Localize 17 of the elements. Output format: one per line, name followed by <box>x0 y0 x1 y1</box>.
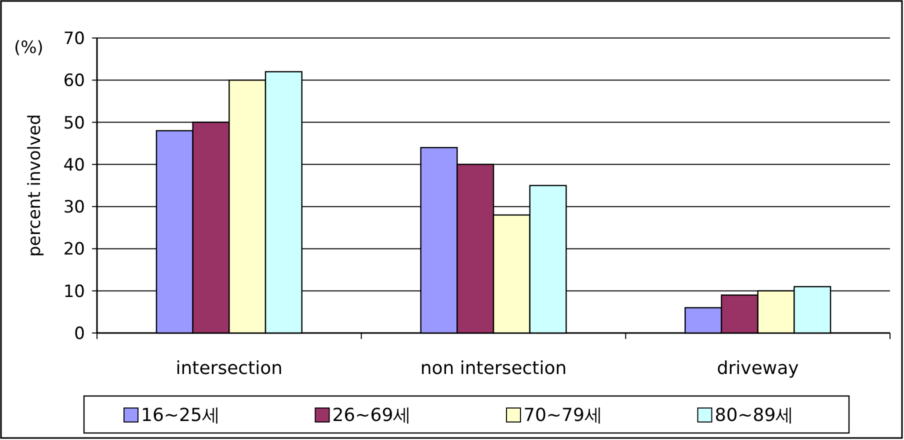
y-tick-label: 60 <box>63 71 85 92</box>
legend-label: 70~79세 <box>524 405 602 426</box>
legend-label: 80~89세 <box>714 405 794 426</box>
y-tick-label: 30 <box>63 198 85 218</box>
x-tick-label: intersection <box>176 358 283 379</box>
y-tick-label: 40 <box>63 155 85 176</box>
y-tick-label: 50 <box>63 113 85 134</box>
y-axis-title: percent involved <box>25 114 45 257</box>
legend-label: 16~25세 <box>141 405 220 426</box>
legend-label: 26~69세 <box>332 405 412 426</box>
y-tick-label: 70 <box>63 29 85 49</box>
y-tick-label: 10 <box>63 282 85 302</box>
x-tick-label: non intersection <box>420 358 567 379</box>
x-tick-label: driveway <box>716 358 800 379</box>
text: (%) <box>14 38 44 58</box>
y-tick-label: 20 <box>63 240 85 260</box>
y-tick-label: 0 <box>74 324 85 344</box>
